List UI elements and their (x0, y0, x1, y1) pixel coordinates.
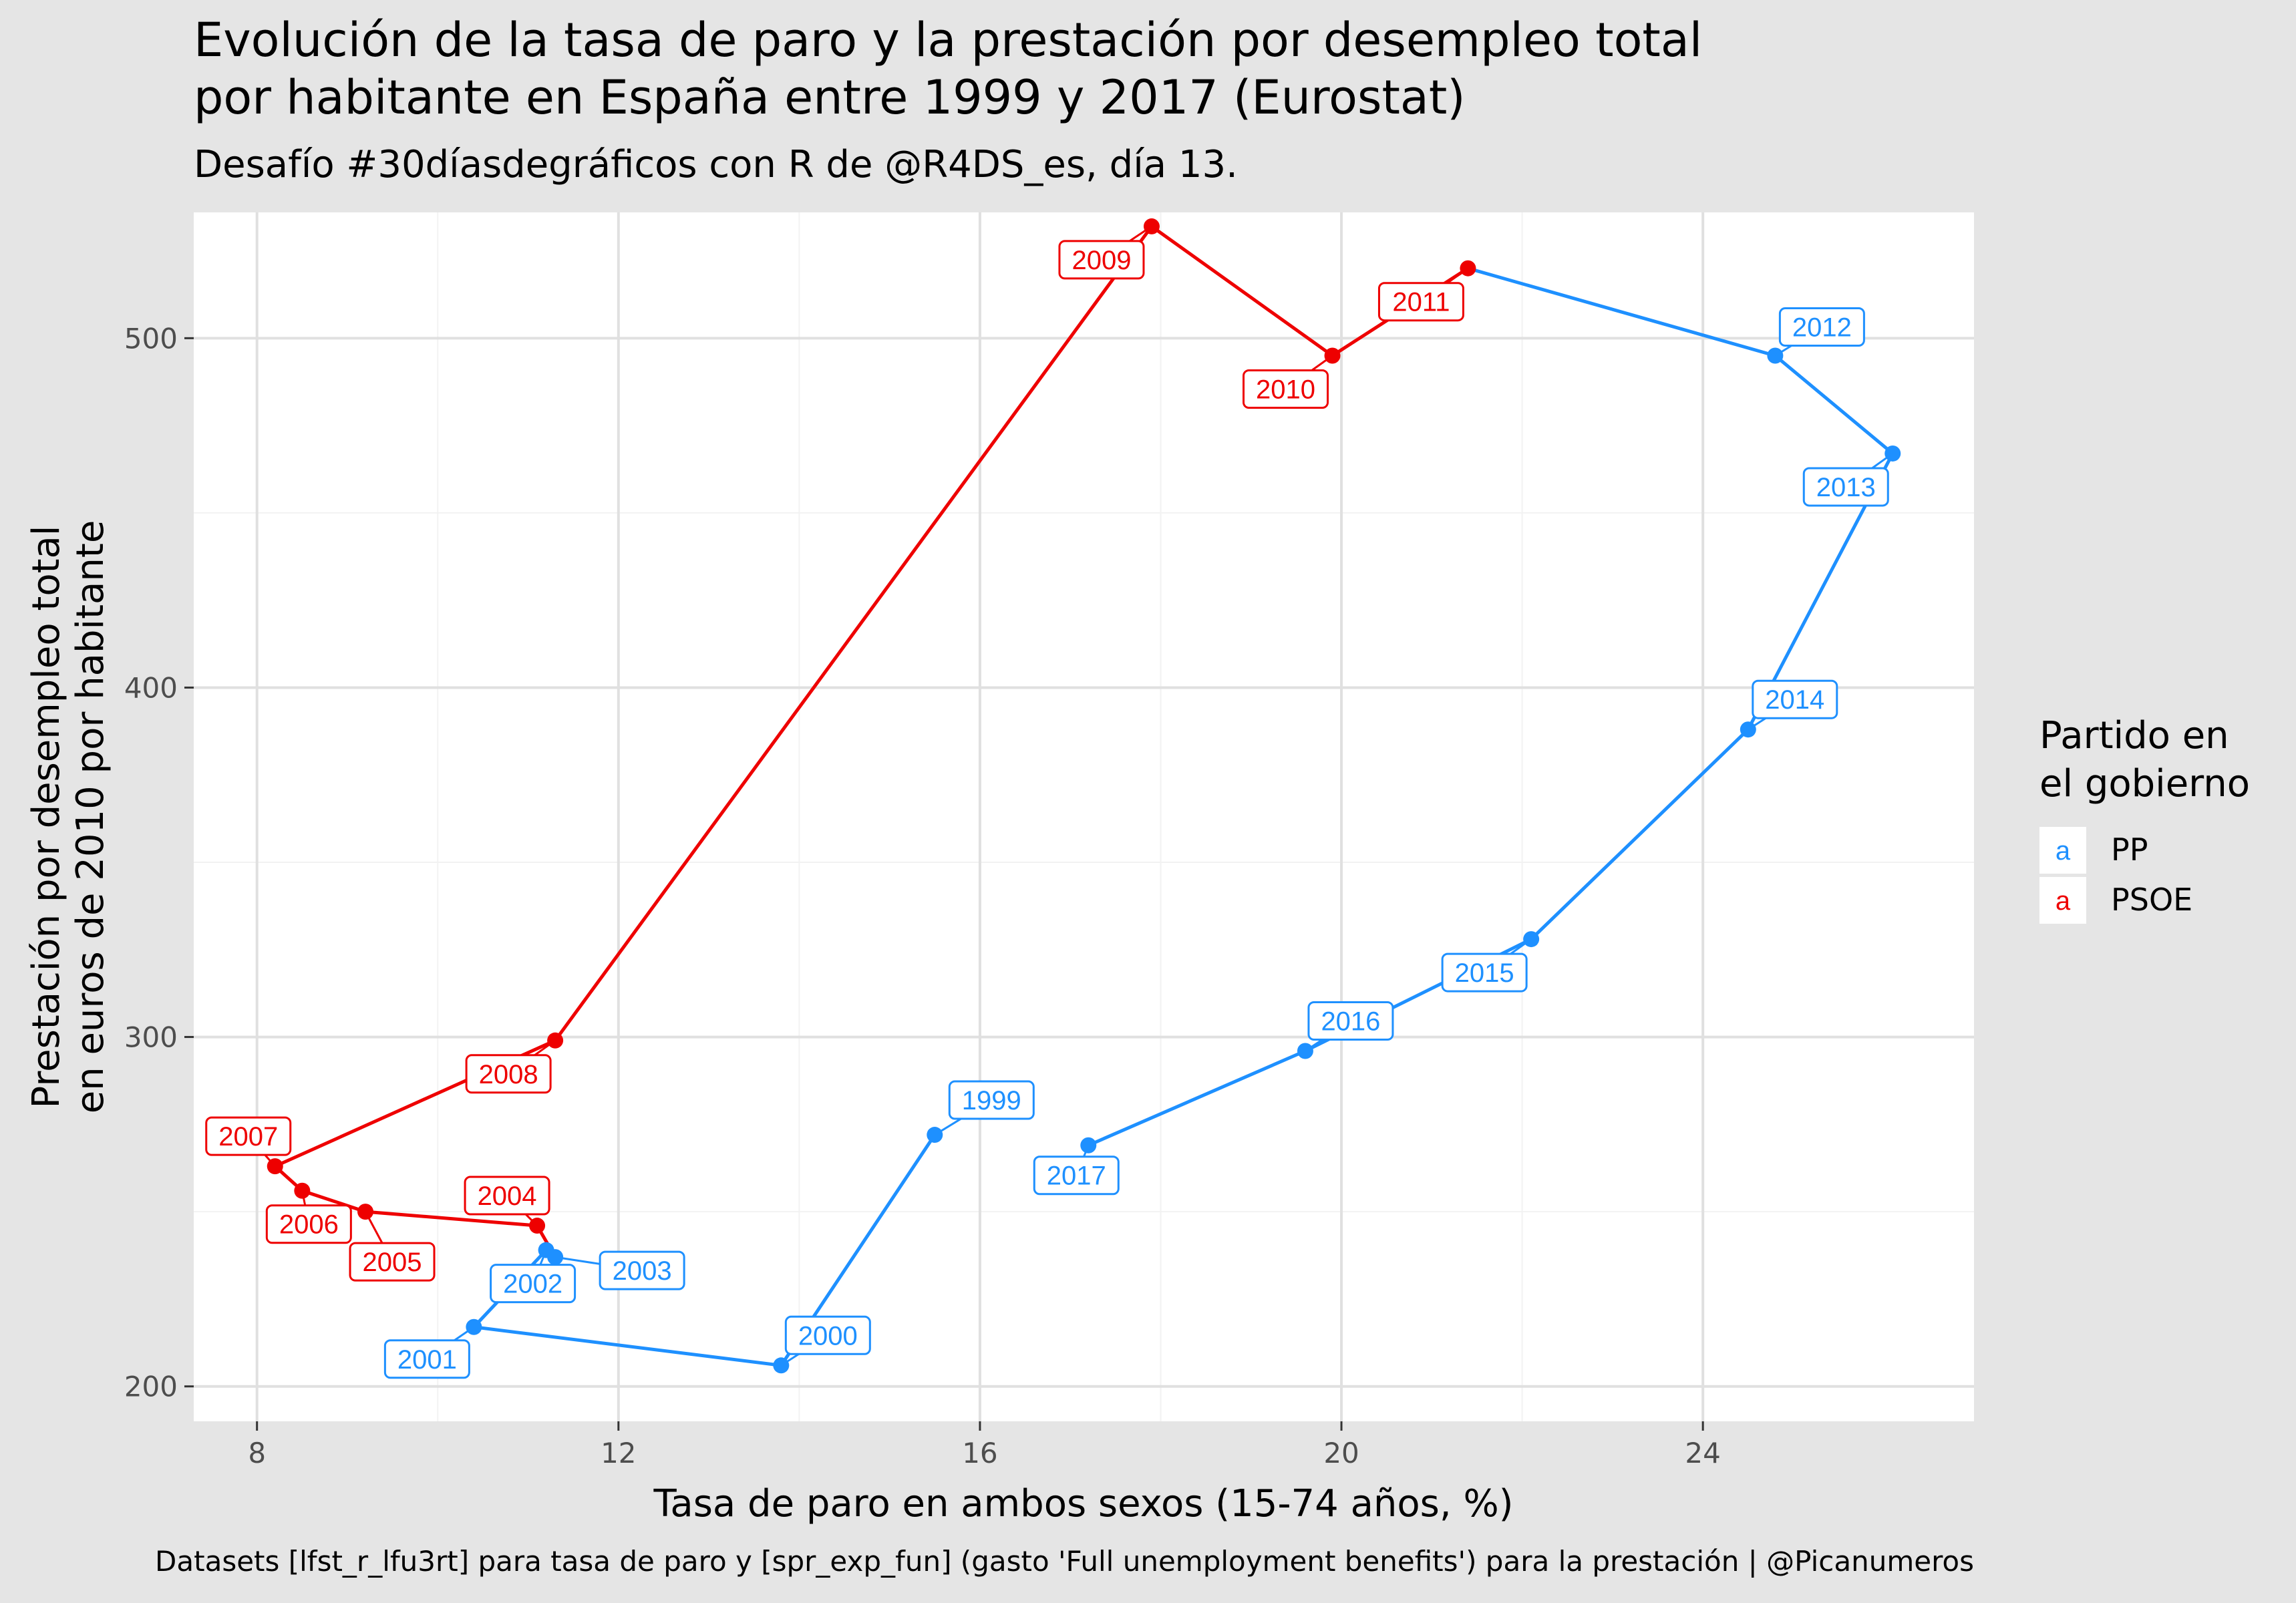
chart-subtitle: Desafío #30díasdegráficos con R de @R4DS… (194, 143, 1238, 186)
year-label-2013: 2013 (1816, 473, 1876, 502)
legend: Partido en el gobierno a PP a PSOE (2039, 714, 2250, 924)
year-label-2005: 2005 (363, 1248, 422, 1277)
year-label-2002: 2002 (503, 1270, 562, 1299)
y-tick-label: 400 (124, 671, 178, 704)
y-axis: 200 300 400 500 (124, 322, 194, 1403)
path-segment-2014-2015 (1529, 727, 1750, 941)
year-label-2004: 2004 (478, 1182, 537, 1211)
year-label-2006: 2006 (279, 1210, 339, 1240)
year-label-box-2002 (490, 1264, 577, 1304)
chart-caption: Datasets [lfst_r_lfu3rt] para tasa de pa… (155, 1545, 1974, 1578)
legend-key-glyph-pp: a (2056, 836, 2071, 866)
year-label-box-2000 (784, 1315, 871, 1355)
legend-label-psoe: PSOE (2111, 882, 2192, 918)
legend-key-pp (2039, 827, 2086, 874)
x-axis-title: Tasa de paro en ambos sexos (15-74 años,… (653, 1482, 1513, 1526)
legend-title-line-2: el gobierno (2039, 762, 2250, 806)
year-label-2009: 2009 (1072, 246, 1131, 275)
path-segment-2012-2013 (1773, 353, 1895, 456)
legend-title-line-1: Partido en (2039, 714, 2229, 757)
path-segment-2004-2005 (363, 1210, 539, 1228)
path-segment-2000-2001 (472, 1325, 783, 1367)
x-axis: 8 12 16 20 24 (248, 1421, 1721, 1469)
x-tick-label: 12 (601, 1437, 636, 1469)
year-label-2010: 2010 (1256, 375, 1315, 404)
year-label-box-2005 (349, 1242, 436, 1282)
year-label-2007: 2007 (218, 1122, 278, 1151)
year-label-2011: 2011 (1392, 288, 1450, 317)
year-labels: 1999 2000 2001 2002 2003 2004 2005 2006 2007 2008… (205, 225, 1894, 1379)
year-label-box-2004 (464, 1176, 550, 1216)
x-tick-label: 16 (962, 1437, 997, 1469)
y-tick-label: 300 (124, 1021, 178, 1054)
year-label-box-2006 (265, 1204, 352, 1244)
path-segment-2005-2006 (300, 1189, 367, 1214)
year-label-2012: 2012 (1792, 313, 1852, 342)
year-label-2016: 2016 (1321, 1007, 1380, 1036)
year-label-2015: 2015 (1455, 958, 1514, 988)
year-label-box-2010 (1243, 369, 1329, 409)
legend-key-psoe (2039, 877, 2086, 924)
y-axis-title-line-1: Prestación por desempleo total (25, 526, 68, 1109)
year-label-box-2016 (1307, 1001, 1394, 1041)
year-label-box-2001 (383, 1339, 470, 1379)
year-label-2014: 2014 (1765, 685, 1824, 715)
year-label-2008: 2008 (479, 1060, 538, 1089)
x-tick-label: 8 (248, 1437, 266, 1469)
y-tick-label: 200 (124, 1371, 178, 1403)
year-label-1999: 1999 (962, 1086, 1021, 1115)
y-tick-label: 500 (124, 322, 178, 355)
year-label-box-1999 (948, 1080, 1035, 1120)
legend-label-pp: PP (2111, 832, 2148, 868)
chart-title-line-2: por habitante en España entre 1999 y 201… (194, 70, 1466, 125)
year-label-box-2017 (1033, 1155, 1120, 1196)
year-label-2003: 2003 (613, 1256, 672, 1286)
legend-key-glyph-psoe: a (2056, 886, 2071, 916)
grid-lines (194, 212, 1974, 1421)
path-segment-2009-2010 (1150, 224, 1335, 357)
year-label-box-2011 (1377, 282, 1464, 322)
year-label-2017: 2017 (1047, 1162, 1106, 1191)
year-label-box-2014 (1752, 679, 1838, 719)
year-label-2000: 2000 (798, 1321, 858, 1351)
chart-title-line-1: Evolución de la tasa de paro y la presta… (194, 13, 1702, 67)
year-label-box-2007 (205, 1116, 292, 1156)
year-label-box-2015 (1441, 952, 1528, 993)
year-label-box-2013 (1802, 467, 1889, 507)
path-segment-2008-2009 (553, 224, 1154, 1043)
y-axis-title-line-2: en euros de 2010 por habitante (69, 520, 112, 1114)
year-label-box-2003 (599, 1250, 685, 1290)
year-label-2001: 2001 (397, 1345, 457, 1375)
year-label-box-2009 (1058, 240, 1145, 280)
year-label-box-2012 (1778, 307, 1865, 347)
x-tick-label: 24 (1685, 1437, 1720, 1469)
year-label-box-2008 (465, 1054, 552, 1094)
plot-panel (194, 212, 1974, 1421)
x-tick-label: 20 (1323, 1437, 1359, 1469)
path-segment-2016-2017 (1086, 1049, 1307, 1147)
path-segment-2011-2012 (1466, 266, 1777, 357)
